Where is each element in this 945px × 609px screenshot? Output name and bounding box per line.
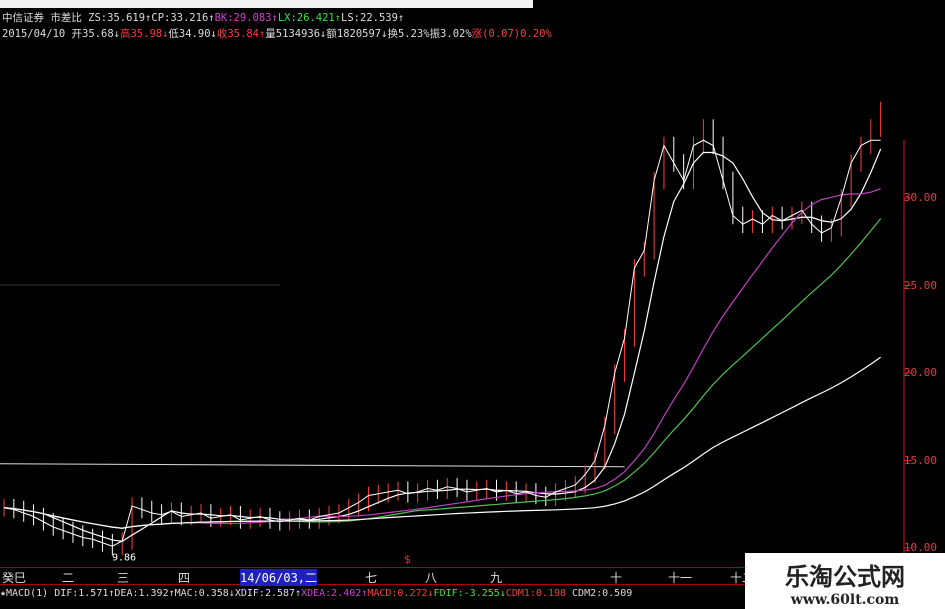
indicator-header: 中信证券 市差比 ZS:35.619↑CP:33.216↑BK:29.083↑L… — [2, 10, 404, 25]
watermark-url: www.60lt.com — [790, 592, 900, 608]
ma-line-20 — [3, 188, 881, 529]
readout-field: DEA:1.392↑ — [114, 588, 175, 599]
macd-readout: ★MACD(1) DIF:1.571↑DEA:1.392↑MAC:0.358↓X… — [0, 588, 632, 599]
price-chart[interactable]: 9.86 $ — [0, 0, 945, 567]
readout-field: MACD:0.272↓ — [367, 588, 434, 599]
readout-field: 振3.02% — [429, 28, 472, 40]
x-tick-label: 八 — [425, 571, 438, 585]
readout-field: 高35.98↓ — [119, 28, 169, 40]
support-line — [0, 463, 625, 468]
signal-marker: $ — [404, 553, 411, 566]
readout-field: ★MACD(1) — [0, 588, 55, 599]
readout-field: 量5134936↓ — [265, 28, 327, 40]
time-axis: 癸巳二三四 14/06/03,二七八九十十一 十二 — [0, 567, 945, 586]
readout-field: 2015/04/10 — [2, 28, 72, 40]
quote-header: 2015/04/10 开35.68↓高35.98↓低34.90↓收35.84↑量… — [2, 26, 552, 41]
readout-field: CP:33.216↑ — [151, 12, 215, 24]
watermark-title: 乐淘公式网 — [785, 563, 905, 591]
readout-field: LX:26.421↑ — [277, 12, 342, 24]
x-tick-label: 二 — [62, 571, 75, 585]
readout-field: 额1820597↓ — [326, 28, 388, 40]
x-tick-label: 七 — [365, 571, 378, 585]
y-tick-label: 30.00 — [903, 191, 937, 204]
readout-field: LS:22.539↑ — [341, 12, 405, 24]
readout-field: ZS:35.619↑ — [88, 12, 152, 24]
x-tick-label: 十 — [610, 571, 623, 585]
readout-field: 涨(0.07)0.20% — [471, 28, 552, 40]
readout-field: 低34.90↓ — [168, 28, 217, 40]
y-tick-label: 15.00 — [903, 453, 937, 467]
x-tick-label: 十一 — [668, 571, 693, 585]
readout-field: MAC:0.358↓ — [174, 588, 235, 599]
top-toolbar — [0, 0, 533, 8]
readout-field: 换5.23% — [387, 28, 430, 40]
ma-line-30 — [3, 218, 882, 529]
ma-line-5 — [3, 148, 882, 542]
readout-field: CDM2:0.509 — [566, 588, 633, 599]
cursor-date-label: 14/06/03,二 — [240, 569, 318, 586]
readout-field: DIF:1.571↑ — [54, 588, 115, 599]
y-tick-label: 10.00 — [903, 541, 937, 554]
readout-field: 开35.68↓ — [71, 28, 120, 40]
watermark: 乐淘公式网 www.60lt.com — [745, 553, 945, 609]
x-tick-label: 四 — [178, 571, 191, 585]
ma-line-60 — [3, 356, 881, 529]
close-line — [3, 139, 881, 547]
x-tick-label: 九 — [490, 571, 503, 585]
y-tick-label: 25.00 — [903, 278, 937, 292]
readout-field: XDIF:2.587↑ — [234, 588, 302, 599]
readout-field: FDIF:-3.255↓ — [433, 588, 506, 599]
low-price-label: 9.86 — [112, 552, 136, 563]
y-tick-label: 20.00 — [903, 366, 937, 379]
x-tick-label: 癸巳 — [2, 571, 27, 585]
x-tick-label: 三 — [117, 571, 130, 585]
readout-field: CDM1:0.198 — [505, 588, 567, 599]
readout-field: XDEA:2.402↑ — [301, 588, 368, 599]
readout-field: BK:29.083↑ — [214, 12, 278, 24]
readout-field: 中信证券 市差比 — [2, 12, 89, 24]
readout-field: 收35.84↑ — [216, 28, 266, 40]
